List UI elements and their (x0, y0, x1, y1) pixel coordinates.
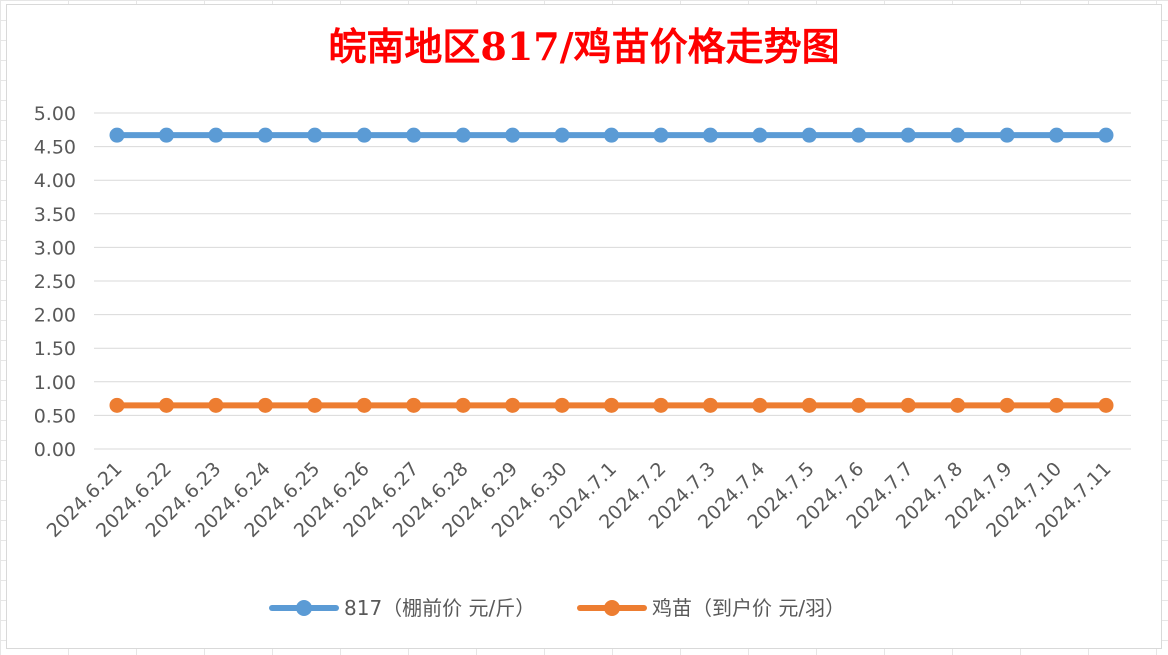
data-point (801, 397, 817, 413)
data-point (702, 127, 718, 143)
data-point (702, 397, 718, 413)
series-group (109, 127, 1114, 413)
legend-item-2[interactable]: 鸡苗（到户价 元/羽） (577, 596, 845, 620)
data-point (158, 397, 174, 413)
data-point (257, 127, 273, 143)
data-point (851, 127, 867, 143)
data-point (208, 127, 224, 143)
data-point (900, 397, 916, 413)
chart-title: 皖南地区817/鸡苗价格走势图 (328, 24, 839, 69)
y-tick-label: 2.00 (34, 305, 76, 327)
legend: 817（棚前价 元/斤） 鸡苗（到户价 元/羽） (269, 596, 845, 620)
legend-label: 817（棚前价 元/斤） (344, 596, 535, 620)
data-point (801, 127, 817, 143)
y-tick-label: 1.00 (34, 372, 76, 394)
data-point (109, 127, 125, 143)
data-point (158, 127, 174, 143)
legend-marker (604, 600, 620, 616)
y-tick-label: 2.50 (34, 271, 76, 293)
data-point (257, 397, 273, 413)
data-point (653, 397, 669, 413)
data-point (1098, 397, 1114, 413)
chart-area[interactable] (6, 4, 1162, 649)
data-point (307, 397, 323, 413)
legend-marker (296, 600, 312, 616)
data-point (505, 397, 521, 413)
gridlines (94, 112, 1131, 450)
data-point (208, 397, 224, 413)
data-point (554, 397, 570, 413)
data-point (950, 397, 966, 413)
y-tick-label: 4.00 (34, 170, 76, 192)
data-point (505, 127, 521, 143)
data-point (604, 127, 619, 143)
data-point (950, 127, 966, 143)
data-point (752, 397, 768, 413)
data-point (455, 397, 471, 413)
legend-label: 鸡苗（到户价 元/羽） (652, 596, 845, 620)
data-point (554, 127, 570, 143)
legend-item-1[interactable]: 817（棚前价 元/斤） (269, 596, 535, 620)
series-2 (109, 397, 1114, 413)
data-point (752, 127, 768, 143)
data-point (455, 127, 471, 143)
data-point (1098, 127, 1114, 143)
data-point (999, 397, 1015, 413)
data-point (356, 397, 372, 413)
data-point (851, 397, 867, 413)
y-axis-ticks: 0.00 0.50 1.00 1.50 2.00 2.50 3.00 3.50 4.00 4.50… (34, 103, 76, 461)
data-point (307, 127, 323, 143)
data-point (1049, 127, 1065, 143)
x-axis-ticks: 2024.6.212024.6.222024.6.232024.6.242024… (43, 458, 1116, 542)
y-tick-label: 3.50 (34, 204, 76, 226)
y-tick-label: 0.50 (34, 405, 76, 427)
data-point (109, 397, 125, 413)
y-tick-label: 1.50 (34, 338, 76, 360)
data-point (406, 127, 422, 143)
data-point (1049, 397, 1065, 413)
data-point (356, 127, 372, 143)
y-tick-label: 4.50 (34, 137, 76, 159)
data-point (999, 127, 1015, 143)
data-point (604, 397, 619, 413)
data-point (653, 127, 669, 143)
y-tick-label: 5.00 (34, 103, 76, 125)
data-point (900, 127, 916, 143)
data-point (406, 397, 422, 413)
y-tick-label: 0.00 (34, 439, 76, 461)
series-1 (109, 127, 1114, 143)
y-tick-label: 3.00 (34, 237, 76, 259)
